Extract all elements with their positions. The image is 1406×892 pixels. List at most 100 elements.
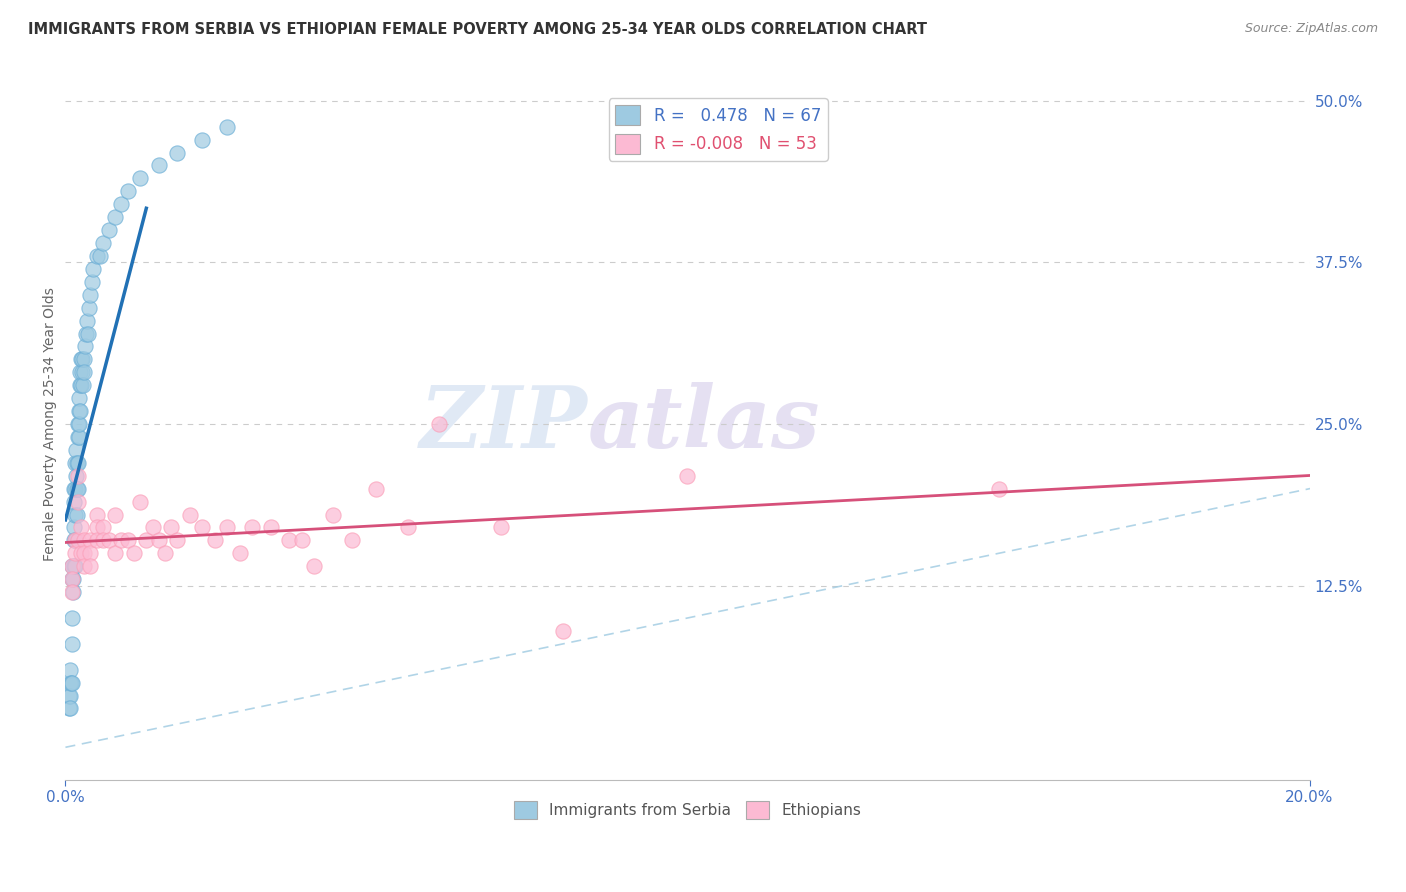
Point bbox=[59, 701, 82, 715]
Point bbox=[86, 249, 108, 263]
Point bbox=[66, 533, 89, 548]
Text: atlas: atlas bbox=[588, 383, 821, 466]
Point bbox=[91, 520, 114, 534]
Point bbox=[66, 482, 89, 496]
Point bbox=[153, 546, 176, 560]
Point bbox=[91, 533, 114, 548]
Point bbox=[58, 701, 80, 715]
Point bbox=[278, 533, 301, 548]
Point bbox=[69, 365, 91, 379]
Point bbox=[166, 145, 188, 160]
Point bbox=[122, 546, 145, 560]
Point bbox=[73, 546, 96, 560]
Point bbox=[73, 352, 96, 367]
Point bbox=[77, 301, 100, 315]
Point bbox=[66, 456, 89, 470]
Point bbox=[148, 159, 170, 173]
Point bbox=[63, 533, 86, 548]
Point bbox=[117, 533, 139, 548]
Point bbox=[104, 210, 127, 224]
Point bbox=[60, 559, 83, 574]
Point bbox=[62, 533, 84, 548]
Point bbox=[66, 508, 89, 522]
Point bbox=[60, 675, 83, 690]
Point bbox=[72, 378, 94, 392]
Point bbox=[60, 572, 83, 586]
Point bbox=[98, 223, 121, 237]
Point bbox=[304, 559, 326, 574]
Point bbox=[65, 468, 87, 483]
Point bbox=[63, 508, 86, 522]
Point bbox=[73, 365, 96, 379]
Point bbox=[110, 197, 132, 211]
Point bbox=[217, 520, 239, 534]
Point bbox=[110, 533, 132, 548]
Point bbox=[191, 520, 214, 534]
Point bbox=[79, 287, 101, 301]
Point bbox=[551, 624, 574, 638]
Point bbox=[70, 378, 93, 392]
Text: ZIP: ZIP bbox=[420, 383, 588, 466]
Point bbox=[228, 546, 250, 560]
Point bbox=[340, 533, 363, 548]
Point bbox=[59, 689, 82, 703]
Point bbox=[80, 275, 103, 289]
Point bbox=[427, 417, 450, 431]
Point bbox=[117, 185, 139, 199]
Point bbox=[86, 533, 108, 548]
Point bbox=[160, 520, 183, 534]
Point bbox=[291, 533, 314, 548]
Point bbox=[63, 559, 86, 574]
Point bbox=[141, 520, 163, 534]
Point bbox=[204, 533, 226, 548]
Point bbox=[322, 508, 344, 522]
Point bbox=[129, 171, 152, 186]
Point bbox=[76, 326, 98, 341]
Point bbox=[60, 559, 83, 574]
Point bbox=[73, 533, 96, 548]
Point bbox=[60, 611, 83, 625]
Point bbox=[63, 520, 86, 534]
Point bbox=[396, 520, 419, 534]
Point bbox=[63, 494, 86, 508]
Point bbox=[59, 663, 82, 677]
Point bbox=[65, 456, 87, 470]
Point bbox=[70, 352, 93, 367]
Point bbox=[66, 494, 89, 508]
Point bbox=[217, 120, 239, 134]
Point bbox=[66, 430, 89, 444]
Point bbox=[676, 468, 699, 483]
Point bbox=[63, 546, 86, 560]
Point bbox=[67, 404, 90, 418]
Point bbox=[987, 482, 1010, 496]
Point bbox=[69, 404, 91, 418]
Point bbox=[104, 546, 127, 560]
Point bbox=[66, 468, 89, 483]
Point bbox=[179, 508, 201, 522]
Point bbox=[86, 508, 108, 522]
Y-axis label: Female Poverty Among 25-34 Year Olds: Female Poverty Among 25-34 Year Olds bbox=[44, 287, 58, 561]
Point bbox=[98, 533, 121, 548]
Point bbox=[260, 520, 283, 534]
Point bbox=[62, 559, 84, 574]
Point bbox=[91, 235, 114, 250]
Point bbox=[58, 689, 80, 703]
Point bbox=[62, 585, 84, 599]
Point bbox=[60, 572, 83, 586]
Text: Source: ZipAtlas.com: Source: ZipAtlas.com bbox=[1244, 22, 1378, 36]
Point bbox=[67, 417, 90, 431]
Point bbox=[63, 482, 86, 496]
Point bbox=[75, 339, 97, 353]
Point bbox=[76, 313, 98, 327]
Point bbox=[79, 559, 101, 574]
Point bbox=[70, 546, 93, 560]
Point bbox=[79, 546, 101, 560]
Point bbox=[104, 508, 127, 522]
Point bbox=[70, 352, 93, 367]
Point bbox=[62, 572, 84, 586]
Point bbox=[67, 391, 90, 405]
Point bbox=[66, 417, 89, 431]
Point bbox=[79, 533, 101, 548]
Point bbox=[240, 520, 263, 534]
Point bbox=[86, 520, 108, 534]
